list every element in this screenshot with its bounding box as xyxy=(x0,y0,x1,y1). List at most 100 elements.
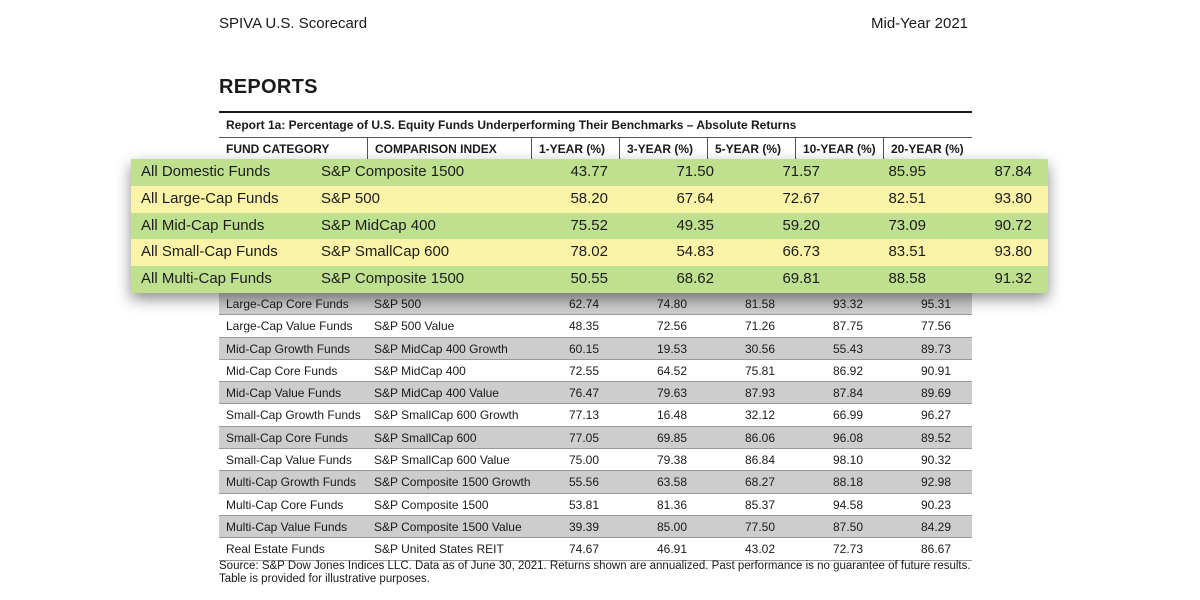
column-header-10-year: 10-YEAR (%) xyxy=(795,138,883,160)
highlighted-value-cell-y10: 85.95 xyxy=(888,163,926,180)
table-row: Large-Cap Core Funds S&P 500 62.74 74.80 81.… xyxy=(219,293,972,316)
highlighted-value-cell-y20: 87.84 xyxy=(994,163,1032,180)
value-cell-y5: 77.50 xyxy=(744,519,775,534)
value-cell-y10: 87.50 xyxy=(832,519,863,534)
value-cell-y20: 95.31 xyxy=(920,297,951,311)
highlighted-comparison-index-cell: S&P Composite 1500 xyxy=(321,163,465,180)
fund-category-cell: Mid-Cap Growth Funds xyxy=(226,341,351,356)
highlighted-fund-category-cell: All Multi-Cap Funds xyxy=(141,270,272,288)
comparison-index-cell: S&P 500 xyxy=(374,297,422,311)
highlighted-value-cell-y5: 69.81 xyxy=(782,270,820,288)
value-cell-y3: 69.85 xyxy=(656,430,687,445)
report-table: Report 1a: Percentage of U.S. Equity Fun… xyxy=(219,111,972,561)
value-cell-y20: 90.91 xyxy=(920,363,951,378)
table-row: Real Estate Funds S&P United States REIT 7… xyxy=(219,538,972,561)
table-row: Multi-Cap Growth Funds S&P Composite 1500… xyxy=(219,471,972,494)
value-cell-y20: 90.23 xyxy=(920,497,951,512)
comparison-index-cell: S&P SmallCap 600 xyxy=(374,430,477,445)
comparison-index-cell: S&P MidCap 400 xyxy=(374,363,466,378)
column-header-1-year: 1-YEAR (%) xyxy=(531,138,619,160)
table-row: Small-Cap Growth Funds S&P SmallCap 600 G… xyxy=(219,404,972,427)
value-cell-y5: 43.02 xyxy=(744,542,775,557)
comparison-index-cell: S&P 500 Value xyxy=(374,319,455,334)
value-cell-y20: 86.67 xyxy=(920,542,951,557)
value-cell-y20: 89.73 xyxy=(920,341,951,356)
table-row: Multi-Cap Value Funds S&P Composite 1500 … xyxy=(219,515,972,539)
column-header-fund-category: FUND CATEGORY xyxy=(226,142,330,156)
highlighted-comparison-index-cell: S&P SmallCap 600 xyxy=(321,243,450,261)
value-cell-y20: 89.69 xyxy=(920,386,951,401)
value-cell-y10: 86.92 xyxy=(832,363,863,378)
table-body: Large-Cap Core Funds S&P 500 62.74 74.80 81.… xyxy=(219,293,972,561)
fund-category-cell: Small-Cap Core Funds xyxy=(226,430,349,445)
highlighted-row: All Domestic Funds S&P Composite 1500 43.7… xyxy=(131,159,1048,186)
highlighted-comparison-index-cell: S&P MidCap 400 xyxy=(321,216,436,234)
value-cell-y1: 39.39 xyxy=(568,519,599,534)
highlighted-comparison-index-cell: S&P 500 xyxy=(321,189,380,207)
value-cell-y3: 64.52 xyxy=(656,363,687,378)
value-cell-y3: 81.36 xyxy=(656,497,687,512)
value-cell-y1: 74.67 xyxy=(568,542,599,557)
value-cell-y20: 89.52 xyxy=(920,430,951,445)
value-cell-y10: 55.43 xyxy=(832,341,863,356)
table-row: Mid-Cap Core Funds S&P MidCap 400 72.55 64.… xyxy=(219,360,972,383)
table-row: Mid-Cap Growth Funds S&P MidCap 400 Growt… xyxy=(219,337,972,360)
value-cell-y10: 94.58 xyxy=(832,497,863,512)
highlighted-value-cell-y1: 50.55 xyxy=(570,270,608,288)
highlighted-row: All Large-Cap Funds S&P 500 58.20 67.64 72.6… xyxy=(131,185,1048,213)
value-cell-y3: 79.38 xyxy=(656,453,687,468)
comparison-index-cell: S&P SmallCap 600 Growth xyxy=(374,408,519,423)
value-cell-y10: 96.08 xyxy=(832,430,863,445)
column-header-20-year: 20-YEAR (%) xyxy=(883,138,971,160)
table-row: Large-Cap Value Funds S&P 500 Value 48.35 7… xyxy=(219,315,972,338)
highlighted-row: All Mid-Cap Funds S&P MidCap 400 75.52 49.3… xyxy=(131,212,1048,240)
fund-category-cell: Mid-Cap Value Funds xyxy=(226,386,342,401)
fund-category-cell: Small-Cap Growth Funds xyxy=(226,408,361,423)
value-cell-y5: 87.93 xyxy=(744,386,775,401)
fund-category-cell: Small-Cap Value Funds xyxy=(226,453,352,468)
value-cell-y10: 66.99 xyxy=(832,408,863,423)
table-row: Small-Cap Core Funds S&P SmallCap 600 77.0… xyxy=(219,426,972,450)
highlighted-value-cell-y5: 72.67 xyxy=(782,189,820,207)
value-cell-y3: 19.53 xyxy=(656,341,687,356)
comparison-index-cell: S&P Composite 1500 Growth xyxy=(374,475,531,490)
highlighted-value-cell-y20: 91.32 xyxy=(994,270,1032,288)
highlighted-fund-category-cell: All Large-Cap Funds xyxy=(141,189,279,207)
highlighted-fund-category-cell: All Small-Cap Funds xyxy=(141,243,278,261)
column-header-row: FUND CATEGORY COMPARISON INDEX 1-YEAR (%… xyxy=(219,138,972,161)
highlighted-fund-category-cell: All Domestic Funds xyxy=(141,163,271,180)
fund-category-cell: Mid-Cap Core Funds xyxy=(226,363,338,378)
highlighted-value-cell-y10: 83.51 xyxy=(888,243,926,261)
fund-category-cell: Large-Cap Value Funds xyxy=(226,319,353,334)
highlighted-value-cell-y1: 43.77 xyxy=(570,163,608,180)
highlighted-summary-rows: All Domestic Funds S&P Composite 1500 43.7… xyxy=(131,159,1048,293)
value-cell-y1: 53.81 xyxy=(568,497,599,512)
highlighted-comparison-index-cell: S&P Composite 1500 xyxy=(321,270,465,288)
value-cell-y5: 86.06 xyxy=(744,430,775,445)
highlighted-value-cell-y20: 93.80 xyxy=(994,243,1032,261)
value-cell-y20: 84.29 xyxy=(920,519,951,534)
value-cell-y10: 87.75 xyxy=(832,319,863,334)
value-cell-y3: 72.56 xyxy=(656,319,687,334)
highlighted-value-cell-y3: 67.64 xyxy=(676,189,714,207)
comparison-index-cell: S&P MidCap 400 Value xyxy=(374,386,499,401)
value-cell-y1: 76.47 xyxy=(568,386,599,401)
value-cell-y5: 32.12 xyxy=(744,408,775,423)
highlighted-row: All Multi-Cap Funds S&P Composite 1500 50.… xyxy=(131,266,1048,293)
value-cell-y5: 86.84 xyxy=(744,453,775,468)
report-title: Report 1a: Percentage of U.S. Equity Fun… xyxy=(219,111,972,138)
highlighted-value-cell-y10: 88.58 xyxy=(888,270,926,288)
comparison-index-cell: S&P Composite 1500 xyxy=(374,497,489,512)
value-cell-y20: 90.32 xyxy=(920,453,951,468)
fund-category-cell: Large-Cap Core Funds xyxy=(226,297,349,311)
value-cell-y3: 74.80 xyxy=(656,297,687,311)
value-cell-y3: 46.91 xyxy=(656,542,687,557)
value-cell-y1: 77.13 xyxy=(568,408,599,423)
fund-category-cell: Multi-Cap Growth Funds xyxy=(226,475,357,490)
value-cell-y20: 92.98 xyxy=(920,475,951,490)
highlighted-value-cell-y10: 73.09 xyxy=(888,216,926,234)
value-cell-y3: 16.48 xyxy=(656,408,687,423)
value-cell-y1: 75.00 xyxy=(568,453,599,468)
value-cell-y10: 93.32 xyxy=(832,297,863,311)
value-cell-y20: 77.56 xyxy=(920,319,951,334)
